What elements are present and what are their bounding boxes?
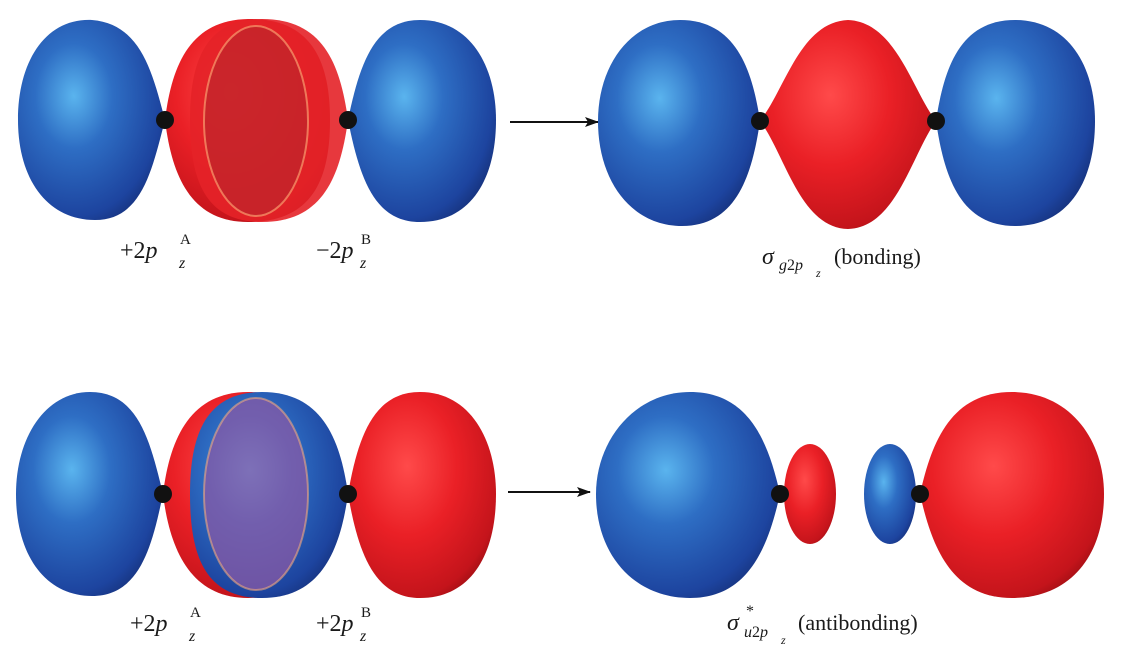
- orbital-label-a: +2p: [120, 238, 158, 264]
- row-1: +2p z A −2p z B σ g2p z (bonding): [18, 18, 1095, 280]
- bonding-right-lobe: [936, 20, 1095, 226]
- bonding-subscript-axis: z: [815, 266, 821, 280]
- orbital-label-b-2-axis: z: [359, 628, 367, 645]
- nucleus-b-2: [339, 485, 357, 503]
- bonding-nucleus-a: [751, 112, 769, 130]
- bonding-nucleus-b: [927, 112, 945, 130]
- bonding-orbital-label: σ: [762, 244, 775, 270]
- bonding-orbital: [598, 20, 1095, 229]
- antibonding-left-lobe: [596, 392, 780, 598]
- orbital-label-b-atom: B: [361, 232, 371, 248]
- orbital-label-b: −2p: [316, 238, 354, 264]
- orbital-label-a-axis: z: [178, 255, 186, 272]
- atom-a-outer-lobe-2: [16, 392, 163, 596]
- orbital-label-b-axis: z: [359, 255, 367, 272]
- antibonding-description: (antibonding): [798, 610, 918, 635]
- nucleus-a: [156, 111, 174, 129]
- antibonding-nucleus-b: [911, 485, 929, 503]
- orbital-label-b-2-atom: B: [361, 605, 371, 621]
- nucleus-a-2: [154, 485, 172, 503]
- antibonding-star: *: [746, 603, 754, 620]
- orbital-label-a-2-axis: z: [188, 628, 196, 645]
- nucleus-b: [339, 111, 357, 129]
- antibonding-subscript: u2p: [744, 624, 768, 641]
- atom-a-outer-lobe: [18, 19, 165, 221]
- antibonding-orbital: [596, 392, 1104, 598]
- left-combination-1: [18, 18, 496, 222]
- orbital-label-a-atom: A: [180, 232, 191, 248]
- left-combination-2: [16, 392, 496, 598]
- bonding-center-lobe: [760, 20, 936, 229]
- orbital-label-a-2: +2p: [130, 611, 168, 637]
- bonding-description: (bonding): [834, 244, 921, 269]
- atom-b-outer-lobe-2: [348, 392, 496, 598]
- antibonding-nucleus-a: [771, 485, 789, 503]
- bonding-left-lobe: [598, 20, 760, 226]
- antibonding-right-lobe: [920, 392, 1104, 598]
- orbital-label-b-2: +2p: [316, 611, 354, 637]
- antibonding-orbital-label: σ: [727, 610, 740, 636]
- row-2: +2p z A +2p z B σ * u2p z (antibonding): [16, 392, 1104, 647]
- antibonding-inner-lobe-a: [784, 444, 836, 544]
- bonding-subscript: g2p: [779, 257, 803, 274]
- overlap-region-2: [203, 397, 309, 591]
- antibonding-inner-lobe-b: [864, 444, 916, 544]
- antibonding-subscript-axis: z: [780, 633, 786, 647]
- orbital-label-a-2-atom: A: [190, 605, 201, 621]
- overlap-region: [203, 25, 309, 217]
- atom-b-outer-lobe: [348, 20, 496, 222]
